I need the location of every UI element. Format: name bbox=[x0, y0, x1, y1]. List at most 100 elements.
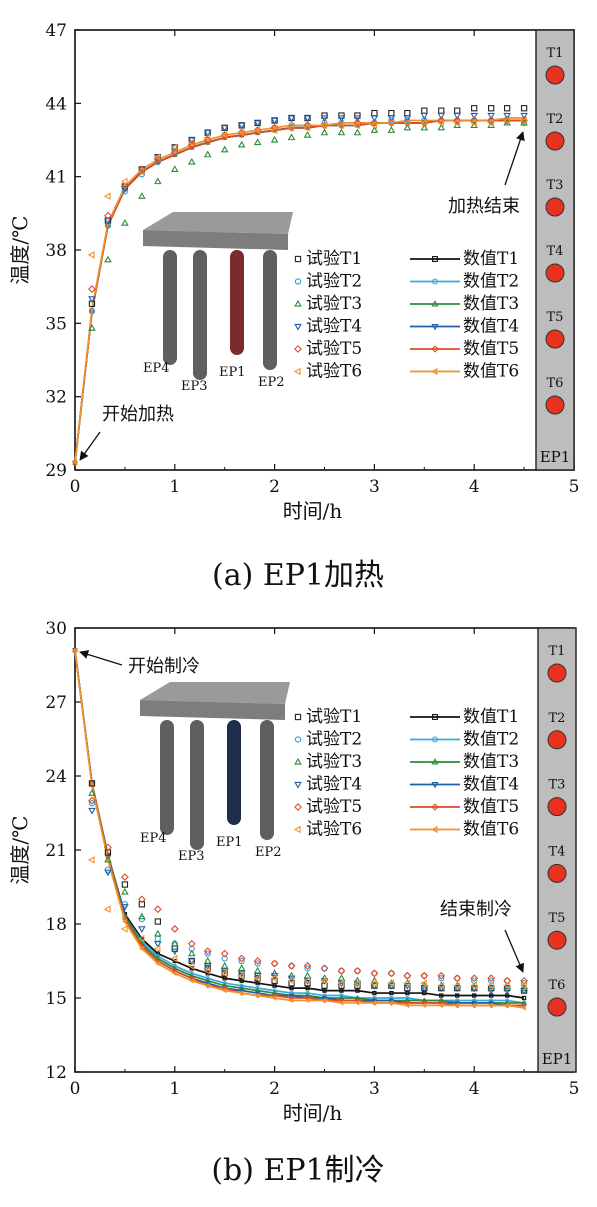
series-point-数值T6 bbox=[504, 1002, 509, 1009]
sensor-dot-T3 bbox=[545, 197, 565, 217]
sensor-dot-T2 bbox=[545, 131, 565, 151]
series-point-试验T4 bbox=[403, 115, 412, 123]
series-point-试验T5 bbox=[403, 971, 412, 980]
x-axis-label: 时间/h bbox=[283, 499, 343, 523]
series-point-试验T4 bbox=[503, 112, 511, 120]
series-point-试验T5 bbox=[137, 895, 146, 904]
series-point-试验T3 bbox=[337, 128, 346, 136]
series-point-试验T6 bbox=[170, 954, 178, 963]
legend-label: 数值T2 bbox=[463, 272, 519, 292]
series-point-试验T3 bbox=[104, 855, 112, 863]
series-point-试验T3 bbox=[420, 123, 429, 131]
series-point-数值T6 bbox=[488, 1002, 493, 1009]
sensor-label: T4 bbox=[547, 244, 564, 259]
series-point-数值T6 bbox=[121, 918, 127, 925]
sensor-dot-T3 bbox=[547, 797, 567, 817]
series-point-数值T1 bbox=[239, 978, 244, 983]
series-point-试验T6 bbox=[103, 192, 111, 201]
series-point-试验T5 bbox=[470, 974, 479, 983]
series-point-试验T4 bbox=[203, 130, 212, 137]
sensor-dot-T5 bbox=[545, 329, 565, 349]
column-label: EP2 bbox=[255, 845, 282, 860]
series-point-试验T6 bbox=[187, 962, 195, 970]
legend-label: 试验T4 bbox=[306, 317, 362, 337]
series-point-试验T4 bbox=[203, 963, 212, 971]
series-point-试验T1 bbox=[471, 105, 478, 112]
legend-marker-试验T3 bbox=[294, 299, 302, 307]
series-point-试验T6 bbox=[487, 119, 494, 127]
series-point-试验T4 bbox=[88, 807, 96, 815]
series-point-试验T6 bbox=[370, 121, 378, 130]
series-point-试验T3 bbox=[170, 939, 179, 947]
series-point-试验T5 bbox=[420, 971, 429, 980]
series-point-数值T6 bbox=[521, 1005, 526, 1011]
series-point-数值T1 bbox=[389, 990, 394, 996]
series-point-数值T4 bbox=[471, 1001, 477, 1006]
legend-marker-数值T1 bbox=[432, 256, 438, 262]
series-point-试验T3 bbox=[138, 912, 146, 920]
series-point-数值T1 bbox=[339, 988, 344, 993]
series-point-试验T4 bbox=[253, 120, 262, 127]
series-point-数值T6 bbox=[204, 982, 210, 989]
series-point-试验T4 bbox=[337, 115, 346, 123]
sensor-label: T6 bbox=[547, 376, 564, 391]
series-point-试验T6 bbox=[320, 121, 328, 130]
series-point-数值T6 bbox=[354, 1000, 360, 1006]
legend-label: 试验T5 bbox=[306, 339, 362, 359]
legend-marker-试验T4 bbox=[294, 781, 302, 789]
series-point-数值T6 bbox=[338, 1000, 344, 1006]
series-point-数值T6 bbox=[238, 129, 244, 136]
series-point-试验T6 bbox=[153, 153, 161, 161]
series-point-试验T6 bbox=[87, 856, 95, 864]
series-point-试验T4 bbox=[270, 117, 279, 125]
legend-marker-数值T6 bbox=[431, 367, 438, 376]
series-point-试验T6 bbox=[420, 119, 427, 127]
series-point-数值T4 bbox=[488, 1001, 494, 1006]
series-point-试验T6 bbox=[170, 143, 178, 152]
series-point-试验T5 bbox=[220, 949, 229, 958]
series-point-试验T5 bbox=[253, 957, 262, 965]
series-point-试验T1 bbox=[454, 107, 461, 114]
sensor-dot-T1 bbox=[545, 65, 565, 85]
series-point-试验T3 bbox=[187, 157, 196, 165]
series-point-试验T6 bbox=[287, 976, 295, 985]
legend-marker-试验T5 bbox=[294, 803, 302, 811]
series-point-试验T5 bbox=[320, 964, 329, 973]
series-point-数值T4 bbox=[388, 998, 395, 1004]
series-point-试验T1 bbox=[520, 105, 528, 112]
legend-label: 数值T1 bbox=[463, 249, 519, 269]
series-point-试验T4 bbox=[237, 122, 246, 130]
x-tick-label: 4 bbox=[469, 1079, 480, 1099]
series-point-试验T6 bbox=[220, 131, 228, 139]
sensor-panel: T1 T2 T3 T4 T5 T6 EP1 bbox=[535, 29, 575, 471]
legend-label: 试验T6 bbox=[306, 820, 362, 840]
legend-label: 数值T3 bbox=[463, 294, 519, 314]
series-point-数值T6 bbox=[404, 1002, 410, 1009]
series-point-试验T6 bbox=[437, 119, 444, 127]
y-tick-label: 24 bbox=[45, 767, 67, 787]
series-point-试验T1 bbox=[154, 918, 161, 925]
legend-marker-数值T2 bbox=[432, 278, 438, 285]
series-point-试验T1 bbox=[388, 109, 395, 117]
slab-top bbox=[143, 212, 293, 234]
series-point-试验T4 bbox=[320, 115, 329, 123]
series-point-试验T3 bbox=[353, 128, 362, 136]
series-point-试验T5 bbox=[88, 796, 96, 805]
series-point-试验T5 bbox=[487, 974, 496, 983]
series-point-试验T3 bbox=[203, 956, 212, 964]
series-point-试验T3 bbox=[154, 929, 162, 937]
x-tick-label: 1 bbox=[169, 1079, 180, 1099]
legend-label: 试验T2 bbox=[306, 272, 362, 292]
series-point-试验T3 bbox=[253, 966, 262, 974]
series-point-试验T6 bbox=[237, 128, 245, 137]
series-point-试验T5 bbox=[270, 959, 279, 968]
start-arrow bbox=[79, 431, 101, 461]
series-point-试验T5 bbox=[203, 947, 212, 956]
series-point-试验T4 bbox=[88, 296, 96, 303]
series-point-试验T2 bbox=[254, 960, 261, 967]
sensor-dot-T2 bbox=[547, 730, 567, 750]
series-point-试验T1 bbox=[121, 881, 129, 888]
series-point-试验T3 bbox=[253, 138, 262, 146]
legend-label: 试验T3 bbox=[306, 294, 362, 314]
